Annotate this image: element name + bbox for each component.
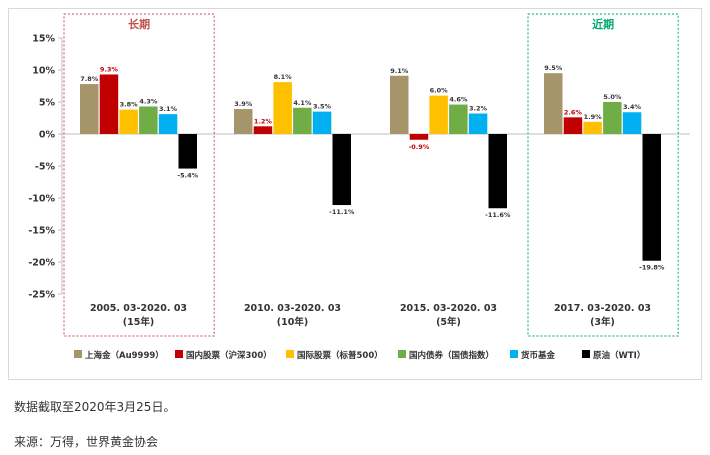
bar xyxy=(139,106,158,134)
legend-label: 货币基金 xyxy=(520,350,556,361)
bar-data-label: 2.6% xyxy=(564,108,583,116)
bar-data-label: -19.8% xyxy=(639,264,665,272)
returns-bar-chart: 15% 10% 5% 0% -5% -10% -15% -20% -25% 长期 近期 7.8% 3.9… xyxy=(28,13,690,361)
bar-data-label: 9.5% xyxy=(544,64,563,72)
bar xyxy=(253,126,273,134)
y-tick-label: 15% xyxy=(32,34,55,45)
category-period-label: 2005. 03-2020. 03 xyxy=(90,303,187,314)
bar xyxy=(622,112,642,134)
chart-container xyxy=(8,8,702,380)
y-tick-label: -15% xyxy=(28,226,55,237)
legend-label: 上海金（Au9999） xyxy=(85,350,164,361)
legend-swatch xyxy=(74,350,82,358)
legend-swatch xyxy=(510,350,518,358)
bar xyxy=(234,109,253,134)
bar xyxy=(642,134,661,261)
y-tick-label: 10% xyxy=(32,66,55,77)
bar-data-label: 3.4% xyxy=(623,103,642,111)
bar xyxy=(488,134,507,209)
bar-data-label: 9.1% xyxy=(390,67,409,75)
bar-data-label: 7.8% xyxy=(80,75,99,83)
legend-label: 国际股票（标普500） xyxy=(297,350,383,361)
bar-data-label: 4.6% xyxy=(449,96,468,104)
period-highlight-label: 近期 xyxy=(592,17,614,31)
bar-data-label: 1.9% xyxy=(584,113,603,121)
bar-data-label: -5.4% xyxy=(177,172,198,180)
bar xyxy=(158,114,178,134)
bar xyxy=(312,111,332,134)
bar xyxy=(178,134,197,169)
legend-label: 国内债券（国债指数） xyxy=(409,350,494,361)
bar xyxy=(390,75,409,134)
legend-swatch xyxy=(175,350,183,358)
legend-label: 原油（WTI） xyxy=(593,350,645,361)
bar xyxy=(119,109,138,134)
bar xyxy=(273,82,292,134)
bar xyxy=(429,95,448,134)
bar-data-label: -11.6% xyxy=(485,211,511,219)
category-span-label: (5年) xyxy=(436,316,461,328)
bar-data-label: 3.5% xyxy=(313,103,332,111)
period-highlight-label: 长期 xyxy=(128,17,150,31)
data-source-note: 来源：万得，世界黄金协会 xyxy=(14,435,159,449)
bar-data-label: 3.8% xyxy=(120,101,139,109)
bar-data-label: 9.3% xyxy=(100,65,119,73)
category-span-label: (15年) xyxy=(123,316,154,328)
bar-data-label: 4.1% xyxy=(293,99,312,107)
category-period-label: 2010. 03-2020. 03 xyxy=(244,303,341,314)
bar-data-label: -0.9% xyxy=(409,143,430,151)
y-tick-label: -25% xyxy=(28,290,55,301)
bar xyxy=(583,121,602,134)
category-period-label: 2015. 03-2020. 03 xyxy=(400,303,497,314)
bar xyxy=(603,102,622,134)
bar-data-label: 3.9% xyxy=(234,100,253,108)
category-span-label: (3年) xyxy=(590,316,615,328)
y-tick-label: 5% xyxy=(39,98,56,109)
y-tick-label: -5% xyxy=(35,162,56,173)
y-tick-label: -10% xyxy=(28,194,55,205)
bar xyxy=(563,117,583,134)
bar xyxy=(468,113,488,134)
bar-data-label: 8.1% xyxy=(274,73,293,81)
bar-data-label: 4.3% xyxy=(139,97,158,105)
bar xyxy=(449,104,468,134)
bar xyxy=(293,107,312,134)
y-tick-label: 0% xyxy=(39,130,56,141)
category-span-label: (10年) xyxy=(277,316,308,328)
bar-data-label: 1.2% xyxy=(254,117,273,125)
legend-swatch xyxy=(286,350,294,358)
bar-data-label: 6.0% xyxy=(430,87,449,95)
bar xyxy=(99,74,119,134)
category-period-label: 2017. 03-2020. 03 xyxy=(554,303,651,314)
bar-data-label: 5.0% xyxy=(603,93,622,101)
bar xyxy=(80,84,99,134)
legend-swatch xyxy=(582,350,590,358)
legend-label: 国内股票（沪深300） xyxy=(186,350,272,361)
bar xyxy=(332,134,351,206)
bar xyxy=(544,73,563,134)
data-cutoff-note: 数据截取至2020年3月25日。 xyxy=(14,400,176,414)
bar-data-label: -11.1% xyxy=(329,208,355,216)
bar xyxy=(409,134,429,140)
bar-data-label: 3.1% xyxy=(159,105,178,113)
y-tick-label: -20% xyxy=(28,258,55,269)
bar-data-label: 3.2% xyxy=(469,105,488,113)
legend-swatch xyxy=(398,350,406,358)
